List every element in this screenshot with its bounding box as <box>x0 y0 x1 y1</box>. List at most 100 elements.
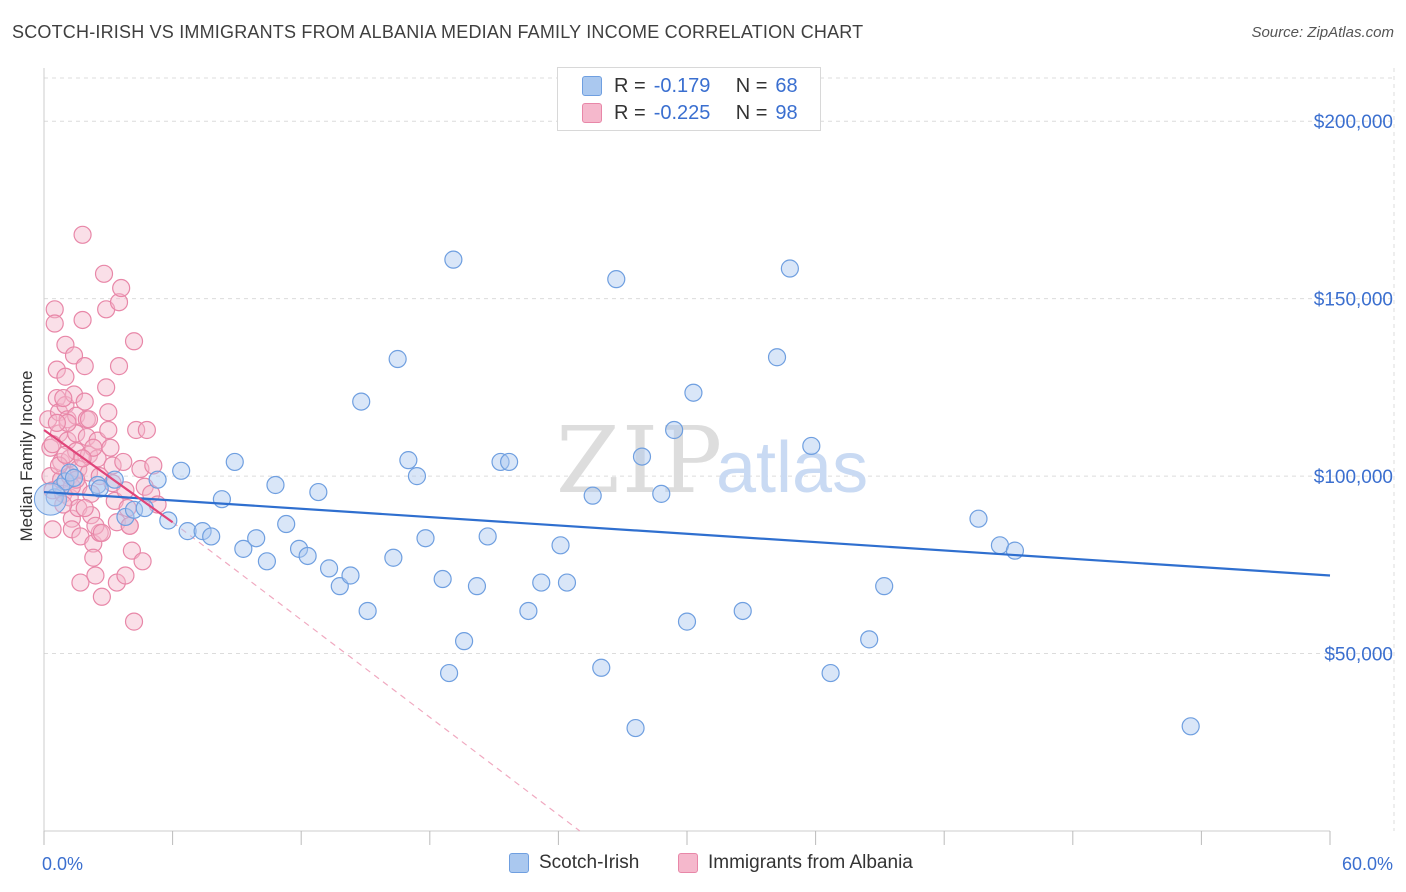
data-point <box>90 479 109 498</box>
x-tick-label-min: 0.0% <box>42 854 83 874</box>
data-point <box>277 514 296 534</box>
data-point <box>532 573 551 592</box>
legend-swatch-blue <box>509 853 529 873</box>
data-point <box>583 486 602 505</box>
data-point <box>75 498 94 518</box>
data-point <box>79 410 99 429</box>
legend-r-label: R = <box>614 101 646 124</box>
data-point <box>45 314 64 333</box>
data-point <box>821 663 840 683</box>
legend-row-albania: R = -0.225 N = 98 <box>582 100 798 126</box>
data-point <box>73 225 92 244</box>
data-point <box>109 357 129 376</box>
legend-n-value: 68 <box>775 74 798 97</box>
data-point <box>439 663 459 683</box>
axis-layer: $50,000 $100,000 $150,000 $200,000 <box>43 68 1393 845</box>
data-point <box>467 577 487 596</box>
y-tick-label: $150,000 <box>1314 290 1393 311</box>
data-point <box>234 539 253 558</box>
data-point <box>43 520 62 539</box>
data-point <box>86 516 105 535</box>
series-legend: Scotch-Irish Immigrants from Albania <box>0 852 1406 878</box>
data-point <box>384 548 403 567</box>
data-point <box>99 420 118 440</box>
data-point <box>124 612 144 631</box>
y-tick-label: $50,000 <box>1324 645 1393 666</box>
data-point <box>607 270 626 289</box>
data-point <box>557 573 577 592</box>
data-point <box>454 632 474 651</box>
data-point <box>64 468 84 487</box>
data-point <box>73 310 92 330</box>
data-point <box>519 601 538 621</box>
legend-swatch-pink <box>582 103 602 123</box>
data-point <box>352 392 371 411</box>
data-point <box>64 385 84 404</box>
data-point <box>88 449 107 468</box>
legend-r-label: R = <box>614 74 646 97</box>
data-point <box>86 566 105 585</box>
data-point <box>77 427 96 447</box>
series-legend-label: Scotch-Irish <box>539 852 640 873</box>
data-point-cluster <box>33 482 67 516</box>
data-point <box>84 548 103 567</box>
data-point <box>433 569 452 589</box>
data-point <box>247 529 266 548</box>
legend-swatch-blue <box>582 76 602 96</box>
series-albania-points <box>39 225 167 631</box>
trendline-albania-extended <box>172 521 581 832</box>
data-point <box>133 552 152 571</box>
data-point <box>1005 541 1025 560</box>
series-legend-albania[interactable]: Immigrants from Albania <box>678 852 913 874</box>
chart-source: Source: ZipAtlas.com <box>1251 24 1394 41</box>
watermark: ZIP atlas <box>556 407 868 514</box>
legend-n-label: N = <box>735 101 768 124</box>
data-point <box>358 601 377 621</box>
data-point <box>1181 717 1200 736</box>
stats-legend: R = -0.179 N = 68 R = -0.225 N = 98 <box>557 67 821 131</box>
data-point <box>652 484 671 503</box>
data-point <box>341 566 360 585</box>
data-point <box>875 577 894 596</box>
legend-n-label: N = <box>735 74 768 97</box>
data-point <box>101 438 120 457</box>
series-legend-label: Immigrants from Albania <box>708 852 913 873</box>
data-point <box>802 436 821 456</box>
data-point <box>71 573 90 592</box>
data-point <box>860 630 879 649</box>
data-point <box>780 259 799 278</box>
data-point <box>56 367 75 386</box>
data-point <box>124 332 144 351</box>
data-point <box>388 349 407 369</box>
data-point <box>116 566 135 585</box>
legend-swatch-pink <box>678 853 698 873</box>
data-point <box>225 452 244 472</box>
data-point <box>99 403 118 422</box>
data-point <box>75 357 94 376</box>
data-point <box>114 452 133 472</box>
series-legend-scotch-irish[interactable]: Scotch-Irish <box>509 852 639 874</box>
data-point <box>407 467 427 486</box>
data-point <box>399 451 418 470</box>
data-point <box>172 461 191 480</box>
data-point <box>298 546 317 566</box>
data-point <box>49 456 69 475</box>
data-point <box>109 293 129 312</box>
data-point <box>767 348 787 367</box>
data-point <box>112 278 131 298</box>
data-point <box>62 509 81 528</box>
data-point <box>148 470 167 489</box>
y-axis-label: Median Family Income <box>17 370 36 541</box>
watermark-atlas: atlas <box>716 428 868 508</box>
legend-r-value: -0.179 <box>653 74 711 97</box>
data-point <box>47 413 66 432</box>
data-point <box>309 482 328 502</box>
data-point <box>500 452 519 472</box>
data-point <box>127 420 146 440</box>
legend-row-scotch-irish: R = -0.179 N = 68 <box>582 73 798 99</box>
data-point <box>266 475 285 495</box>
chart-title: SCOTCH-IRISH VS IMMIGRANTS FROM ALBANIA … <box>12 22 864 42</box>
data-point <box>45 300 64 319</box>
data-point <box>54 388 73 408</box>
data-point <box>58 413 77 432</box>
